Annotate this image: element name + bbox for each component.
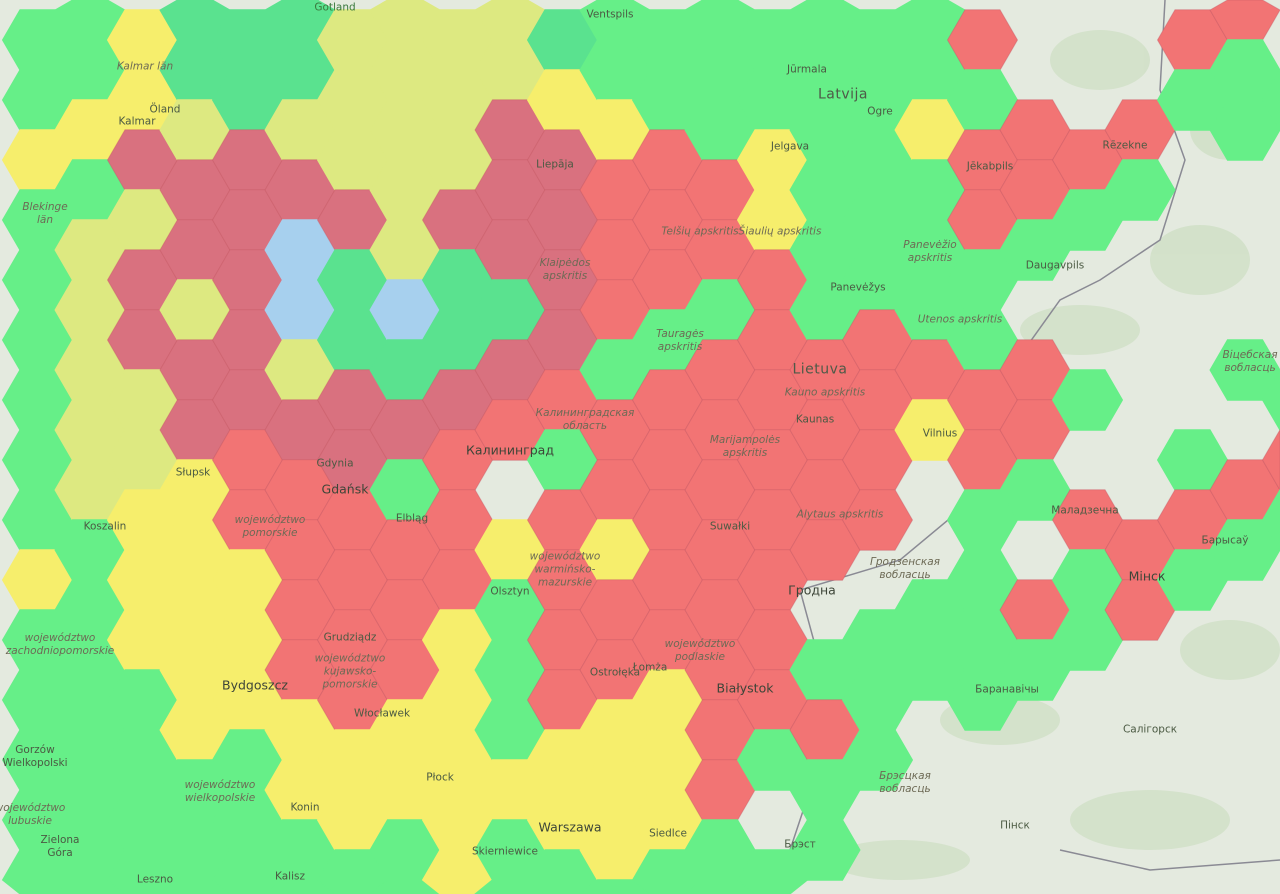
hex-cell[interactable] [1104, 159, 1176, 221]
hex-cell[interactable] [1051, 369, 1124, 431]
hex-cell[interactable] [841, 489, 914, 551]
hex-cell[interactable] [1261, 488, 1280, 552]
hex-cell[interactable] [474, 879, 546, 894]
hex-cell[interactable] [789, 819, 861, 881]
hex-cell[interactable] [369, 879, 441, 894]
hex-cell[interactable] [1261, 68, 1280, 132]
hex-cell[interactable] [159, 879, 231, 894]
hex-cell[interactable] [1209, 339, 1280, 401]
hex-cell[interactable] [1209, 519, 1280, 581]
hex-cell[interactable] [1261, 428, 1280, 492]
hex-cell[interactable] [54, 879, 126, 894]
border-line [1059, 849, 1280, 871]
hex-cell[interactable] [1209, 99, 1280, 161]
hex-cell[interactable] [684, 879, 756, 894]
hex-cell[interactable] [264, 879, 336, 894]
hex-cell[interactable] [1261, 368, 1280, 432]
hex-cell[interactable] [841, 729, 914, 791]
hex-cell[interactable] [579, 879, 651, 894]
